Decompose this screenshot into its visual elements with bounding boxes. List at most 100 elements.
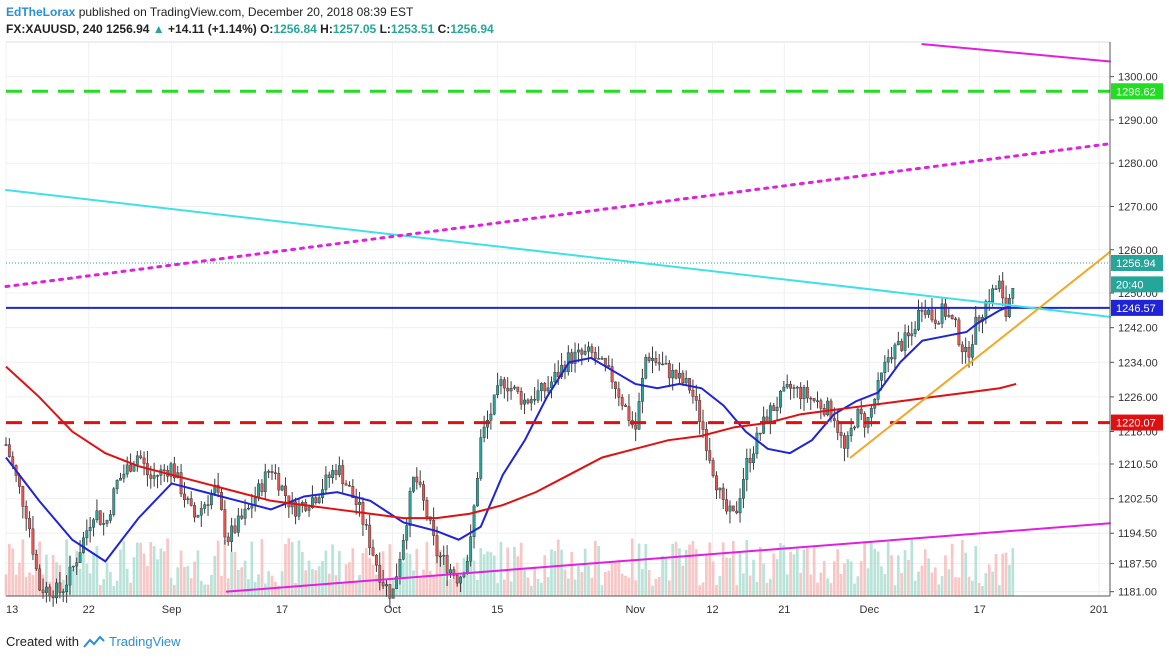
volume-bar <box>718 576 722 596</box>
candle-body <box>280 485 284 491</box>
volume-bar <box>186 565 190 596</box>
candle-body <box>499 379 503 386</box>
candle-body <box>257 483 260 499</box>
volume-bar <box>742 573 745 596</box>
volume-bar <box>536 579 540 596</box>
tradingview-logo-icon <box>83 635 105 648</box>
candle-body <box>755 432 759 455</box>
candle-body <box>718 487 722 491</box>
volume-bar <box>324 550 328 596</box>
candle-body <box>492 394 496 415</box>
price-label: 1220.07 <box>1116 418 1156 430</box>
volume-bar <box>523 569 526 596</box>
candle-body <box>179 472 183 495</box>
price-label-box <box>1111 254 1163 271</box>
candle-body <box>758 432 762 435</box>
volume-bar <box>250 541 254 596</box>
volume-bar <box>816 582 819 596</box>
candle-body <box>671 369 675 379</box>
volume-bar <box>997 585 1001 596</box>
volume-bar <box>849 561 853 596</box>
candle-body <box>445 555 449 574</box>
volume-bar <box>398 580 402 596</box>
volume-bar <box>199 580 203 596</box>
candle-body <box>593 352 597 359</box>
x-tick-label: 17 <box>276 604 288 616</box>
trend-line <box>921 43 1111 63</box>
volume-bar <box>829 583 833 596</box>
candle-body <box>459 576 463 584</box>
volume-bar <box>338 551 341 596</box>
y-tick-label: 1194.50 <box>1118 528 1157 540</box>
candle-body <box>422 484 425 501</box>
candle-body <box>95 510 99 521</box>
candle-body <box>412 476 415 492</box>
price-label: 20:40 <box>1116 279 1144 291</box>
volume-bar <box>762 563 765 596</box>
volume-bar <box>260 539 264 596</box>
volume-bar <box>294 582 297 596</box>
candle-body <box>115 480 119 490</box>
volume-bar <box>109 571 112 596</box>
volume-bar <box>620 573 624 596</box>
volume-bar <box>125 568 129 596</box>
candle-body <box>48 586 52 596</box>
volume-bar <box>971 580 974 596</box>
volume-bar <box>105 562 109 596</box>
candle-body <box>597 358 601 360</box>
y-tick-label: 1181.00 <box>1118 587 1157 599</box>
volume-bar <box>832 561 836 596</box>
volume-bar <box>442 557 446 596</box>
candle-body <box>7 444 11 457</box>
volume-bar <box>236 569 240 596</box>
volume-bar <box>290 542 294 596</box>
volume-bar <box>28 572 31 596</box>
volume-bar <box>843 563 846 596</box>
candle-body <box>849 427 853 436</box>
candle-body <box>236 515 240 533</box>
volume-bar <box>348 562 351 596</box>
price-label: 1246.57 <box>1116 303 1156 315</box>
candle-body <box>92 519 95 528</box>
volume-bar <box>960 540 964 596</box>
volume-bar <box>506 547 510 596</box>
y-tick-label: 1270.00 <box>1118 201 1158 213</box>
x-tick-label: 17 <box>974 604 986 616</box>
volume-bar <box>789 551 792 596</box>
volume-bar <box>785 574 789 596</box>
candle-body <box>896 341 900 346</box>
candle-body <box>223 509 227 538</box>
candle-body <box>125 464 129 475</box>
candle-body <box>906 332 910 337</box>
candle-body <box>142 457 146 464</box>
candle-body <box>802 387 806 400</box>
volume-bar <box>950 543 954 596</box>
candle-body <box>425 499 429 518</box>
author-name[interactable]: EdTheLorax <box>6 5 76 19</box>
candle-body <box>21 486 25 507</box>
candle-body <box>583 351 587 355</box>
volume-bar <box>863 541 866 596</box>
x-tick-label: Oct <box>384 604 401 616</box>
volume-bar <box>317 566 321 596</box>
volume-bar <box>129 582 132 596</box>
candle-body <box>708 450 712 461</box>
candle-body <box>573 351 577 364</box>
volume-bar <box>243 560 247 596</box>
volume-bar <box>71 568 75 596</box>
volume-bar <box>550 549 553 596</box>
candle-body <box>917 309 920 330</box>
volume-bar <box>102 579 105 596</box>
volume-bar <box>445 580 449 596</box>
tradingview-brand[interactable]: TradingView <box>108 634 181 649</box>
candle-body <box>193 505 196 518</box>
candle-body <box>856 408 860 428</box>
volume-bar <box>859 561 863 596</box>
candle-body <box>388 584 392 599</box>
candle-body <box>108 514 112 521</box>
candle-body <box>603 357 607 366</box>
candle-body <box>149 474 153 479</box>
volume-bar <box>856 576 860 596</box>
candle-body <box>890 357 894 360</box>
